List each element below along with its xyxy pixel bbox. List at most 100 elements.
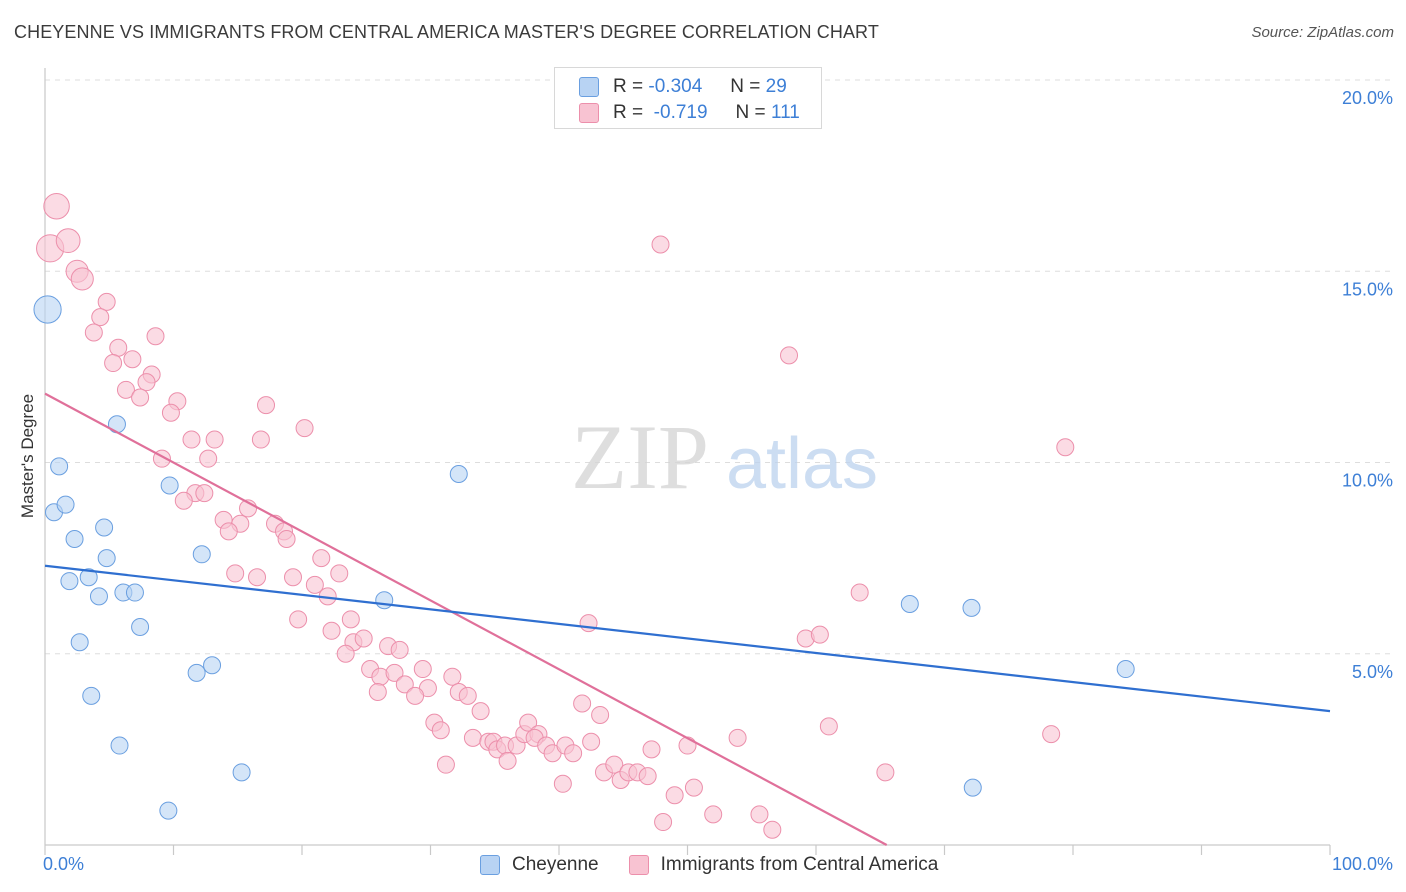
immigrants-point bbox=[43, 192, 70, 220]
immigrants-point bbox=[251, 430, 270, 449]
immigrants-point bbox=[199, 449, 218, 468]
immigrants-point bbox=[463, 728, 482, 747]
cheyenne-point bbox=[110, 736, 129, 755]
immigrants-point bbox=[1056, 438, 1075, 457]
immigrants-point bbox=[564, 744, 583, 763]
immigrants-point bbox=[305, 575, 324, 594]
cheyenne-point bbox=[65, 530, 84, 548]
y-tick-label: 10.0% bbox=[1342, 471, 1393, 491]
legend-item-cheyenne: Cheyenne bbox=[480, 854, 599, 876]
legend-row-cheyenne: R = -0.304 N = 29 bbox=[579, 75, 787, 99]
immigrants-point bbox=[195, 484, 214, 503]
immigrants-point bbox=[519, 713, 538, 732]
immigrants-point bbox=[654, 813, 673, 832]
axis-layer bbox=[44, 68, 1331, 855]
cheyenne-point bbox=[79, 568, 98, 587]
pink-swatch bbox=[579, 103, 599, 123]
y-axis-label: Master's Degree bbox=[18, 394, 37, 518]
immigrants-trend-line bbox=[44, 392, 888, 846]
immigrants-point bbox=[161, 403, 180, 422]
trend-lines bbox=[44, 392, 1331, 846]
cheyenne-point bbox=[131, 617, 150, 636]
immigrants-point bbox=[390, 640, 409, 659]
immigrants-point bbox=[146, 327, 165, 346]
immigrants-point bbox=[257, 396, 276, 415]
grid-layer bbox=[45, 79, 1390, 655]
immigrants-point bbox=[750, 805, 769, 824]
chart-title: CHEYENNE VS IMMIGRANTS FROM CENTRAL AMER… bbox=[14, 22, 879, 42]
immigrants-point bbox=[226, 564, 245, 583]
immigrants-point bbox=[780, 346, 799, 365]
immigrants-point bbox=[205, 430, 224, 449]
immigrants-point bbox=[97, 292, 116, 311]
tick-labels: 5.0% 10.0% 15.0% 20.0% 0.0% 100.0% bbox=[43, 88, 1393, 874]
legend-row-immigrants: R = -0.719 N = 111 bbox=[579, 101, 800, 125]
legend-label-cheyenne: Cheyenne bbox=[512, 854, 599, 875]
immigrants-point bbox=[70, 267, 94, 291]
legend-item-immigrants: Immigrants from Central America bbox=[628, 854, 939, 876]
immigrants-point bbox=[591, 705, 610, 724]
cheyenne-point bbox=[159, 801, 178, 820]
immigrants-point bbox=[336, 644, 355, 663]
immigrants-point bbox=[289, 610, 308, 629]
immigrants-point bbox=[638, 767, 657, 786]
legend-label-immigrants: Immigrants from Central America bbox=[660, 854, 939, 875]
immigrants-point bbox=[84, 323, 103, 342]
cheyenne-point bbox=[203, 656, 222, 675]
immigrants-point bbox=[678, 736, 697, 755]
immigrants-point bbox=[436, 755, 455, 774]
source-label: Source: ZipAtlas.com bbox=[1251, 24, 1394, 41]
immigrants-point bbox=[368, 683, 387, 701]
immigrants-point bbox=[665, 786, 684, 805]
cheyenne-point bbox=[963, 778, 982, 797]
legend-n-label: N = bbox=[735, 102, 766, 123]
cheyenne-point bbox=[900, 595, 919, 614]
immigrants-point bbox=[458, 686, 477, 705]
cheyenne-point bbox=[56, 495, 75, 514]
legend-r-value: -0.719 bbox=[653, 102, 708, 123]
correlation-legend: R = -0.304 N = 29 R = -0.719 N = 111 bbox=[554, 67, 822, 129]
cheyenne-point bbox=[33, 295, 62, 324]
pink-swatch bbox=[628, 855, 649, 875]
x-tick-label: 100.0% bbox=[1332, 854, 1393, 874]
legend-n-value: 111 bbox=[770, 102, 800, 123]
immigrants-point bbox=[91, 308, 110, 327]
immigrants-point bbox=[471, 702, 490, 721]
legend-n-label: N = bbox=[730, 76, 761, 97]
immigrants-point bbox=[137, 373, 156, 392]
immigrants-point bbox=[277, 530, 296, 548]
legend-r-label: R = bbox=[613, 102, 644, 123]
immigrants-point bbox=[413, 660, 432, 679]
x-tick-label: 0.0% bbox=[43, 854, 84, 874]
watermark-atlas: atlas bbox=[726, 424, 878, 504]
cheyenne-point bbox=[97, 549, 116, 568]
immigrants-point bbox=[763, 820, 782, 839]
immigrants-point bbox=[406, 686, 425, 705]
immigrants-point bbox=[573, 694, 592, 713]
legend-r-value: -0.304 bbox=[648, 76, 703, 97]
cheyenne-point bbox=[70, 633, 89, 652]
immigrants-point bbox=[684, 778, 703, 797]
immigrants-point bbox=[1042, 725, 1061, 744]
cheyenne-point bbox=[192, 545, 211, 564]
legend-n-value: 29 bbox=[765, 76, 787, 97]
immigrants-point bbox=[284, 568, 303, 587]
immigrants-point bbox=[819, 717, 838, 736]
cheyenne-point bbox=[50, 457, 69, 476]
immigrants-point bbox=[605, 755, 624, 774]
immigrants-point bbox=[553, 774, 572, 793]
immigrants-point bbox=[109, 338, 128, 357]
immigrants-point bbox=[850, 583, 869, 602]
series-immigrants-points bbox=[36, 192, 1075, 839]
blue-swatch bbox=[480, 855, 500, 875]
immigrants-point bbox=[104, 354, 123, 373]
watermark-zip: ZIP bbox=[571, 406, 709, 508]
immigrants-point bbox=[55, 228, 81, 254]
immigrants-point bbox=[131, 388, 150, 407]
immigrants-point bbox=[876, 763, 895, 782]
immigrants-point bbox=[728, 728, 747, 747]
immigrants-point bbox=[330, 564, 349, 583]
cheyenne-point bbox=[82, 686, 101, 705]
immigrants-point bbox=[174, 491, 193, 510]
immigrants-point bbox=[579, 614, 598, 633]
